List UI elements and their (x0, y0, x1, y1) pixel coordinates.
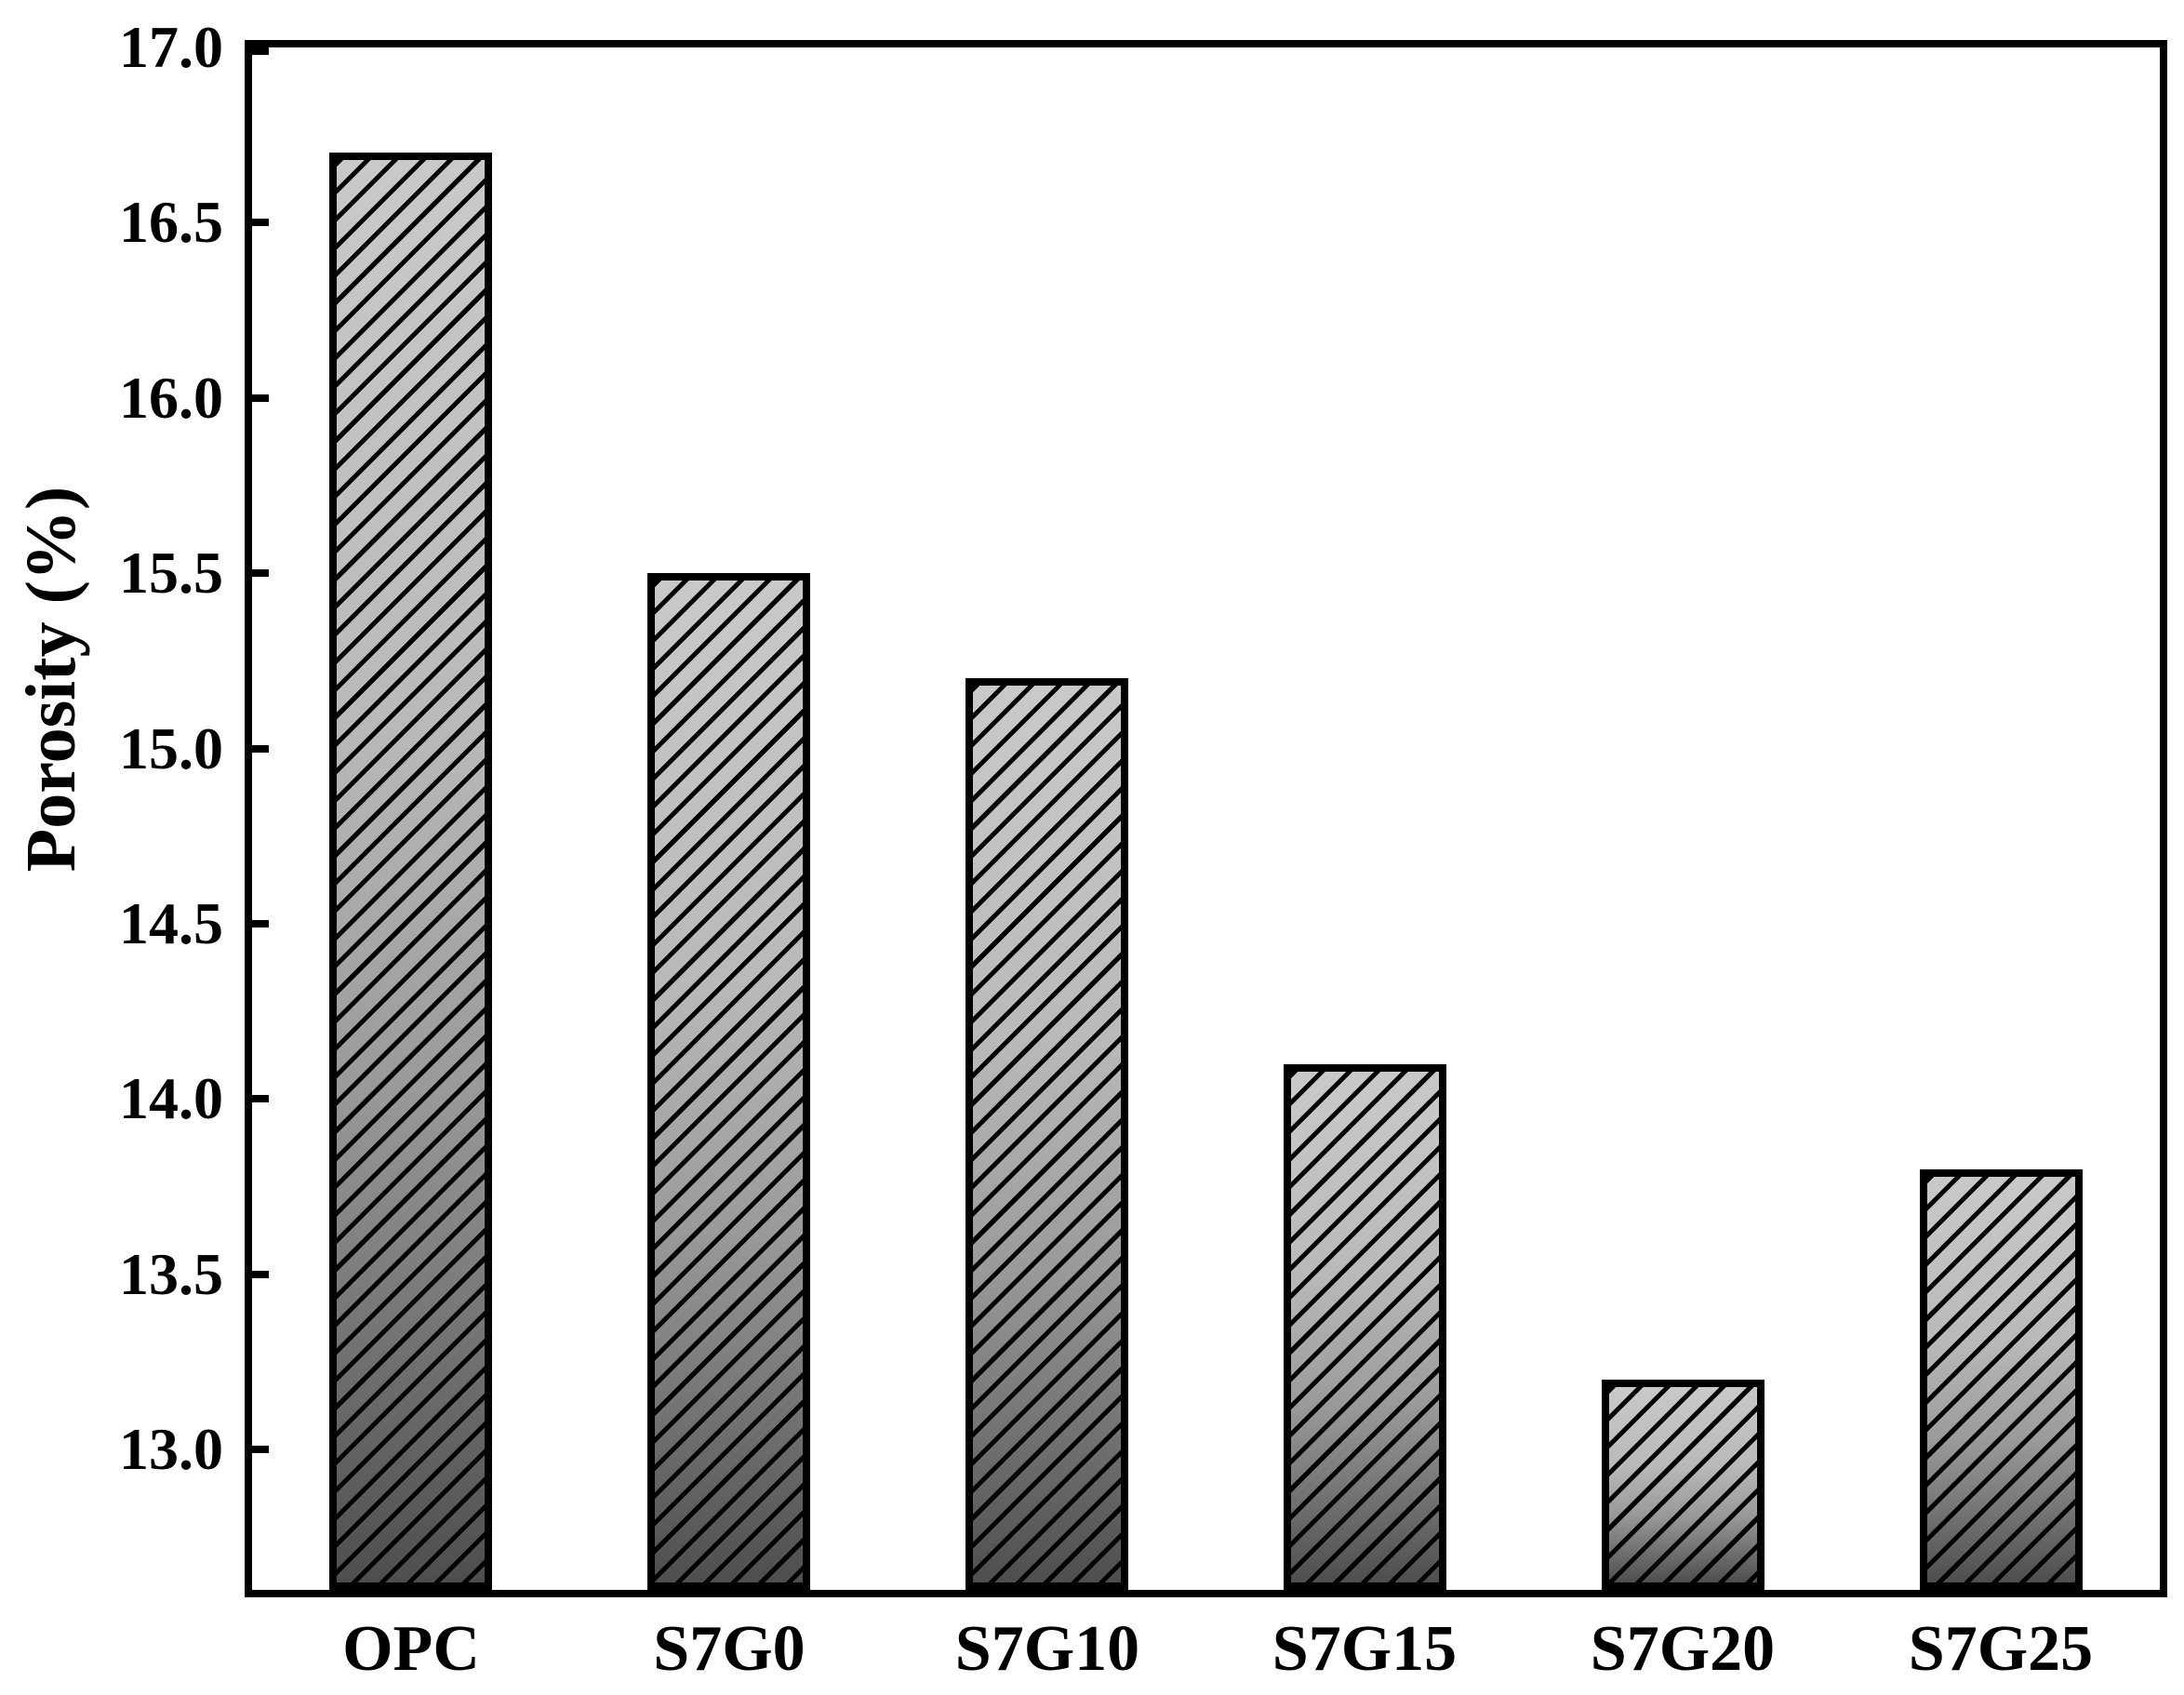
y-tick-label: 13.5 (119, 1241, 223, 1307)
y-axis-title: Porosity (%) (11, 486, 90, 873)
x-tick-label-OPC: OPC (342, 1613, 480, 1685)
y-tick-label: 13.0 (119, 1416, 223, 1482)
x-tick-label-S7G0: S7G0 (653, 1613, 806, 1685)
y-tick-label: 15.5 (119, 540, 223, 606)
y-axis-tick (252, 569, 269, 577)
x-tick-label-S7G10: S7G10 (954, 1613, 1140, 1685)
bar-S7G10 (965, 678, 1128, 1590)
bar-S7G0 (647, 573, 810, 1590)
y-tick-label: 16.5 (119, 189, 223, 255)
x-tick-label-S7G25: S7G25 (1908, 1613, 2094, 1685)
y-tick-label: 16.0 (119, 365, 223, 431)
y-axis-tick (252, 394, 269, 402)
y-axis-tick (252, 745, 269, 753)
y-tick-label: 14.0 (119, 1065, 223, 1131)
bar-S7G20 (1602, 1380, 1765, 1590)
bar-OPC (329, 153, 492, 1590)
bar-S7G25 (1920, 1169, 2083, 1590)
y-axis-tick (252, 1446, 269, 1453)
plot-area (245, 40, 2167, 1597)
x-tick-label-S7G15: S7G15 (1272, 1613, 1458, 1685)
y-tick-label: 14.5 (119, 890, 223, 956)
y-axis-tick (252, 1095, 269, 1102)
x-tick-label-S7G20: S7G20 (1590, 1613, 1776, 1685)
y-axis-tick (252, 219, 269, 226)
y-axis-tick (252, 1271, 269, 1278)
y-tick-label: 15.0 (119, 715, 223, 781)
y-axis-tick (252, 920, 269, 928)
y-axis-tick (252, 47, 269, 55)
bar-S7G15 (1284, 1064, 1446, 1590)
y-tick-label: 17.0 (119, 14, 223, 80)
